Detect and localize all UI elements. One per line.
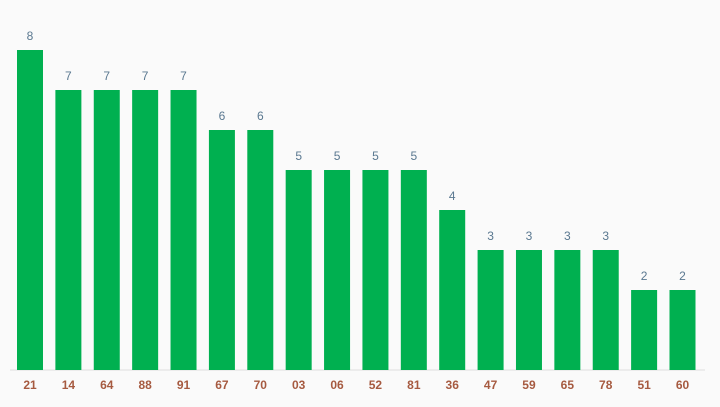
data-label: 7: [142, 69, 149, 83]
bar: [93, 90, 120, 370]
bar: [170, 90, 197, 370]
data-label: 6: [219, 109, 226, 123]
data-label: 5: [410, 149, 417, 163]
x-tick-label: 47: [484, 378, 498, 392]
x-tick-label: 91: [177, 378, 191, 392]
x-tick-label: 65: [561, 378, 575, 392]
bar: [285, 170, 312, 370]
bar: [400, 170, 427, 370]
data-label: 7: [103, 69, 110, 83]
x-tick-label: 88: [138, 378, 152, 392]
x-tick-label: 64: [100, 378, 114, 392]
x-tick-label: 67: [215, 378, 229, 392]
x-tick-label: 21: [23, 378, 37, 392]
data-label: 5: [372, 149, 379, 163]
bar: [592, 250, 619, 370]
x-tick-label: 51: [637, 378, 651, 392]
bar: [669, 290, 696, 370]
bar: [515, 250, 542, 370]
data-label: 2: [641, 269, 648, 283]
bar: [208, 130, 235, 370]
x-tick-label: 81: [407, 378, 421, 392]
bar: [132, 90, 159, 370]
data-label: 7: [180, 69, 187, 83]
data-label: 2: [679, 269, 686, 283]
bar: [631, 290, 658, 370]
data-label: 4: [449, 189, 456, 203]
x-tick-label: 03: [292, 378, 306, 392]
bar: [439, 210, 466, 370]
data-label: 3: [526, 229, 533, 243]
x-tick-label: 59: [522, 378, 536, 392]
data-label: 5: [295, 149, 302, 163]
x-tick-label: 78: [599, 378, 613, 392]
data-label: 3: [487, 229, 494, 243]
data-label: 6: [257, 109, 264, 123]
bar: [362, 170, 389, 370]
bar: [17, 50, 43, 370]
bar: [324, 170, 351, 370]
x-tick-label: 06: [330, 378, 344, 392]
bar: [55, 90, 82, 370]
data-label: 7: [65, 69, 72, 83]
x-tick-label: 60: [676, 378, 690, 392]
bar: [554, 250, 581, 370]
data-label: 5: [334, 149, 341, 163]
x-tick-label: 36: [446, 378, 460, 392]
x-tick-label: 70: [254, 378, 268, 392]
bar: [247, 130, 274, 370]
x-tick-label: 52: [369, 378, 383, 392]
x-tick-label: 14: [62, 378, 76, 392]
bar: [477, 250, 504, 370]
data-label: 3: [602, 229, 609, 243]
data-label: 3: [564, 229, 571, 243]
data-label: 8: [27, 29, 34, 43]
